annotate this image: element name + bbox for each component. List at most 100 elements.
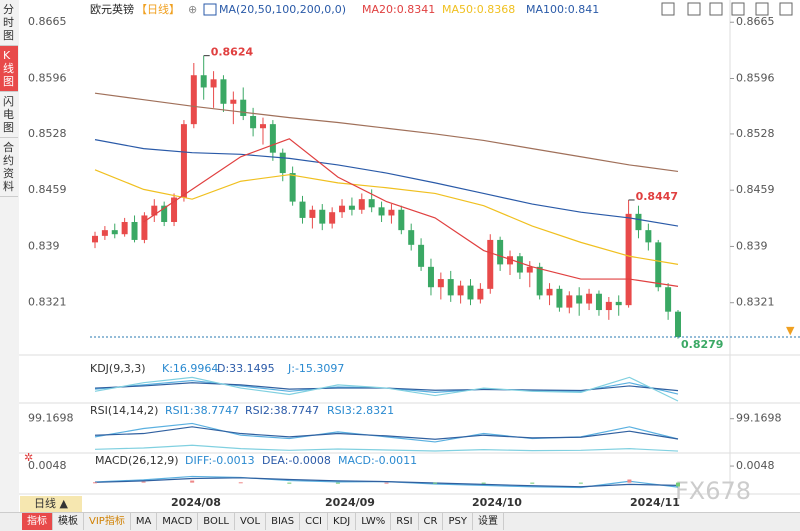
period-tab[interactable]: 日线 ▲ — [20, 496, 82, 512]
toolbar-item[interactable]: CR — [419, 513, 444, 530]
macd-icon[interactable]: ✲ — [24, 451, 33, 464]
legend-rsi: RSI1:38.7747 — [165, 404, 239, 417]
candle-body — [526, 266, 533, 273]
x-tick-label: 2024/11 — [630, 496, 680, 509]
candle-body — [111, 230, 118, 235]
sidebar-tab[interactable]: 合约资料 — [0, 138, 18, 197]
candle-body — [457, 285, 464, 296]
ma-icon[interactable] — [203, 3, 217, 16]
y-tick-label: 0.8459 — [28, 183, 67, 196]
candle-body — [348, 205, 355, 210]
annotation-label: 0.8624 — [211, 46, 254, 59]
y-tick-label: 0.8596 — [28, 71, 67, 84]
candle-body — [358, 199, 365, 210]
candle-body — [289, 173, 296, 202]
toolbar-item[interactable]: VIP指标 — [84, 513, 131, 530]
candle-body — [427, 266, 434, 288]
candle-body — [200, 75, 207, 88]
sidebar-tab[interactable]: K线图 — [0, 46, 18, 92]
candle-body — [319, 209, 326, 224]
sidebar-tab[interactable]: 闪电图 — [0, 92, 18, 138]
indicator-line — [94, 426, 679, 440]
y-tick-label: 0.8528 — [736, 127, 775, 140]
annotation-label: 0.8447 — [636, 190, 678, 203]
toolbar-item[interactable]: BIAS — [266, 513, 301, 530]
legend-rsi: RSI2:38.7747 — [245, 404, 319, 417]
toolbar-item[interactable]: 设置 — [473, 513, 504, 530]
candle-body — [536, 266, 543, 296]
toolbar-item[interactable]: VOL — [235, 513, 267, 530]
ma100: MA100:0.841 — [526, 3, 599, 16]
candle-body — [576, 295, 583, 304]
candle-body — [487, 239, 494, 289]
candle-body — [605, 301, 612, 311]
toolbar-item[interactable]: MA — [131, 513, 158, 530]
macd-bar — [335, 482, 340, 484]
macd-bar — [93, 482, 97, 484]
sidebar-tabs: 分时图 K线图 闪电图 合约资料 — [0, 0, 19, 197]
watermark: FX678 — [675, 477, 751, 505]
symbol: 欧元英镑 — [90, 2, 134, 16]
toolbar-item[interactable]: PSY — [443, 513, 473, 530]
ma20: MA20:0.8341 — [362, 3, 435, 16]
y-tick-label: 0.8665 — [28, 15, 67, 28]
x-tick-label: 2024/08 — [171, 496, 221, 509]
y-tick-label: 0.0048 — [736, 459, 775, 472]
toolbar-item[interactable]: CCI — [300, 513, 329, 530]
candle-body — [309, 209, 316, 218]
candle-body — [507, 256, 514, 265]
candle-body — [259, 124, 266, 129]
candle-body — [516, 256, 523, 273]
toolbar-item[interactable]: MACD — [157, 513, 199, 530]
toolbar-item[interactable]: RSI — [391, 513, 419, 530]
macd-bar — [578, 482, 583, 484]
candle-body — [131, 221, 138, 240]
indicator-line — [94, 376, 679, 402]
candle-body — [339, 205, 346, 213]
toolbar-item[interactable]: BOLL — [198, 513, 235, 530]
candle-body — [447, 279, 454, 296]
period: 【日线】 — [136, 2, 180, 16]
toolbar-item[interactable]: 模板 — [53, 513, 84, 530]
candle-body — [299, 201, 306, 218]
macd-title: MACD(26,12,9) — [95, 454, 179, 467]
candle-body — [615, 301, 622, 306]
toolbar-item[interactable]: KDJ — [328, 513, 357, 530]
candle-body — [625, 213, 632, 306]
legend-kdj: K:16.9964 — [162, 362, 218, 375]
candle-body — [141, 215, 148, 240]
legend-kdj: J:-15.3097 — [287, 362, 344, 375]
candle-body — [665, 287, 672, 312]
y-tick-label: 0.839 — [736, 239, 768, 252]
candle-body — [190, 75, 197, 125]
candle-body — [250, 115, 257, 129]
legend-macd: DEA:-0.0008 — [262, 454, 331, 467]
y-tick-label: 0.8321 — [28, 296, 67, 309]
settings-icon[interactable]: ⊕ — [188, 3, 197, 16]
kdj-title: KDJ(9,3,3) — [90, 362, 146, 375]
candle-body — [418, 244, 425, 267]
y-tick-label: 0.8665 — [736, 15, 775, 28]
ma-params: MA(20,50,100,200,0,0) — [219, 3, 346, 16]
candle-body — [210, 79, 217, 88]
indicator-line — [94, 169, 679, 265]
candle-body — [566, 295, 573, 308]
toolbar-icons[interactable] — [661, 2, 793, 16]
toolbar-item[interactable]: LW% — [356, 513, 392, 530]
candle-body — [546, 288, 553, 296]
y-tick-label: 0.8459 — [736, 183, 775, 196]
y-tick-label: 0.839 — [28, 239, 60, 252]
candle-body — [230, 99, 237, 104]
indicator-line — [94, 139, 679, 227]
macd-bar — [190, 480, 195, 483]
candle-body — [151, 205, 158, 216]
ma50: MA50:0.8368 — [442, 3, 515, 16]
y-tick-label: 0.8321 — [736, 296, 775, 309]
candle-body — [240, 99, 247, 116]
toolbar-item[interactable]: 指标 — [22, 513, 53, 530]
candle-body — [279, 152, 286, 174]
rsi-title: RSI(14,14,2) — [90, 404, 158, 417]
candle-body — [398, 209, 405, 231]
y-tick-label: 99.1698 — [28, 412, 74, 425]
sidebar-tab[interactable]: 分时图 — [0, 0, 18, 46]
